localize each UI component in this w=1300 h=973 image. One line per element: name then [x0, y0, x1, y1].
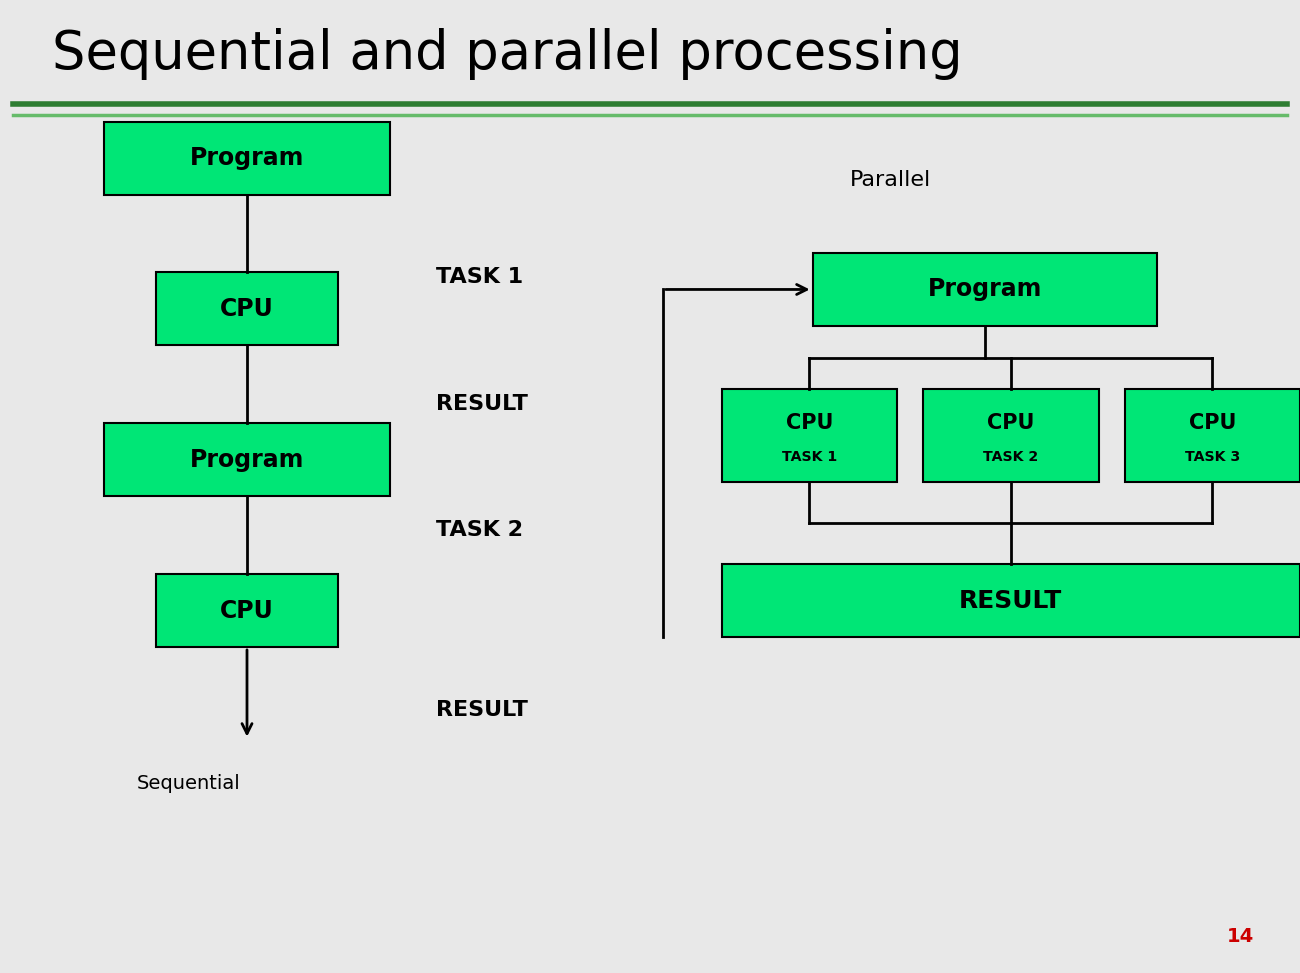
- FancyBboxPatch shape: [104, 122, 390, 195]
- Text: Program: Program: [928, 277, 1041, 302]
- Text: RESULT: RESULT: [436, 701, 528, 720]
- Text: TASK 1: TASK 1: [436, 268, 523, 287]
- FancyBboxPatch shape: [1124, 389, 1300, 482]
- Text: CPU: CPU: [220, 297, 274, 321]
- Text: TASK 2: TASK 2: [983, 450, 1039, 464]
- FancyBboxPatch shape: [156, 574, 338, 647]
- Text: RESULT: RESULT: [959, 589, 1062, 613]
- FancyBboxPatch shape: [104, 423, 390, 496]
- Text: Parallel: Parallel: [850, 170, 931, 190]
- Text: TASK 3: TASK 3: [1184, 450, 1240, 464]
- Text: TASK 1: TASK 1: [781, 450, 837, 464]
- Text: CPU: CPU: [1188, 414, 1236, 433]
- FancyBboxPatch shape: [722, 389, 897, 482]
- Text: CPU: CPU: [987, 414, 1035, 433]
- Text: 14: 14: [1227, 926, 1254, 946]
- FancyBboxPatch shape: [812, 253, 1157, 326]
- Text: TASK 2: TASK 2: [436, 521, 523, 540]
- FancyBboxPatch shape: [156, 272, 338, 345]
- Text: Program: Program: [190, 146, 304, 170]
- Text: Sequential and parallel processing: Sequential and parallel processing: [52, 27, 962, 80]
- Text: CPU: CPU: [220, 598, 274, 623]
- Text: Program: Program: [190, 448, 304, 472]
- FancyBboxPatch shape: [923, 389, 1098, 482]
- Text: Sequential: Sequential: [136, 774, 240, 793]
- Text: RESULT: RESULT: [436, 394, 528, 414]
- Text: CPU: CPU: [785, 414, 833, 433]
- FancyBboxPatch shape: [722, 564, 1300, 637]
